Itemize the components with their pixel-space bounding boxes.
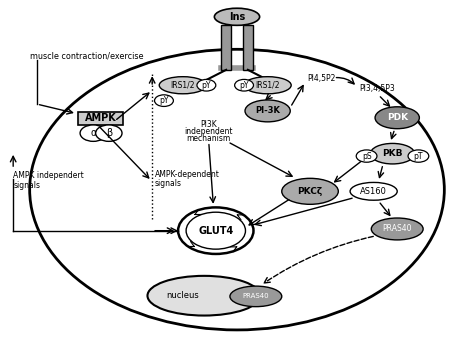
Bar xyxy=(221,25,231,70)
Text: pY: pY xyxy=(201,81,211,90)
Ellipse shape xyxy=(96,125,122,141)
Ellipse shape xyxy=(282,178,338,204)
Text: IRS1/2: IRS1/2 xyxy=(171,81,195,90)
Text: pS: pS xyxy=(362,151,372,160)
Ellipse shape xyxy=(245,100,290,122)
Text: pY: pY xyxy=(239,81,249,90)
Text: Ins: Ins xyxy=(229,12,245,22)
Text: α: α xyxy=(90,128,97,138)
Ellipse shape xyxy=(178,207,254,254)
Bar xyxy=(243,25,253,70)
Ellipse shape xyxy=(80,125,107,141)
Ellipse shape xyxy=(370,144,415,164)
Text: pT: pT xyxy=(414,151,423,160)
Ellipse shape xyxy=(235,79,254,91)
Ellipse shape xyxy=(350,183,397,200)
Ellipse shape xyxy=(159,77,206,94)
Ellipse shape xyxy=(214,8,260,25)
Ellipse shape xyxy=(155,95,173,107)
Text: β: β xyxy=(106,128,112,138)
Ellipse shape xyxy=(244,77,291,94)
Ellipse shape xyxy=(356,150,377,162)
Ellipse shape xyxy=(371,218,423,240)
Text: IRS1/2: IRS1/2 xyxy=(255,81,280,90)
Ellipse shape xyxy=(197,79,216,91)
Text: PRAS40: PRAS40 xyxy=(243,293,269,299)
Ellipse shape xyxy=(30,49,444,330)
Text: AMPK: AMPK xyxy=(84,113,116,123)
Ellipse shape xyxy=(230,286,282,307)
Text: signals: signals xyxy=(155,179,182,188)
Text: AS160: AS160 xyxy=(360,187,387,196)
Text: PKCζ: PKCζ xyxy=(297,187,323,196)
Text: PKB: PKB xyxy=(382,149,403,158)
Text: AMPK-dependent: AMPK-dependent xyxy=(155,170,219,179)
Text: signals: signals xyxy=(13,181,40,190)
Text: independent: independent xyxy=(184,127,233,136)
Text: nucleus: nucleus xyxy=(166,291,199,300)
Text: PI3,4,5P3: PI3,4,5P3 xyxy=(359,84,395,93)
Text: pY: pY xyxy=(159,96,169,105)
Text: PI-3K: PI-3K xyxy=(255,106,280,115)
Text: AMPK independert: AMPK independert xyxy=(13,171,84,180)
Ellipse shape xyxy=(147,276,261,316)
Text: PDK: PDK xyxy=(387,113,408,122)
Text: PI3K: PI3K xyxy=(201,120,217,129)
Text: PRAS40: PRAS40 xyxy=(383,225,412,234)
Ellipse shape xyxy=(375,107,419,129)
Ellipse shape xyxy=(408,150,429,162)
Text: PI4,5P2: PI4,5P2 xyxy=(308,74,336,83)
FancyBboxPatch shape xyxy=(78,111,123,125)
Ellipse shape xyxy=(186,212,246,249)
Text: GLUT4: GLUT4 xyxy=(198,226,233,236)
Text: muscle contraction/exercise: muscle contraction/exercise xyxy=(30,52,143,61)
Text: mechanism: mechanism xyxy=(187,134,231,143)
